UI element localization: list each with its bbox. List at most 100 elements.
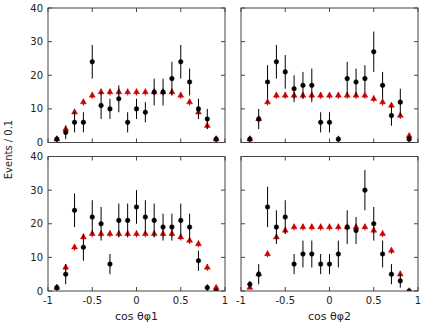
y-tick (241, 41, 245, 42)
y-tick (241, 223, 245, 224)
circle-marker (72, 120, 77, 125)
x-tick-label: 0.5 (366, 295, 382, 306)
x-tick-label: 0.5 (173, 295, 189, 306)
circle-marker (187, 80, 192, 85)
y-tick-label: 10 (30, 103, 43, 114)
circle-marker (345, 225, 350, 230)
circle-marker (363, 188, 368, 193)
triangle-marker (282, 92, 288, 97)
x-tick (92, 139, 93, 143)
circle-marker (371, 221, 376, 226)
panel: -1-0.500.51cos θφ2 (236, 157, 421, 324)
circle-marker (152, 90, 157, 95)
triangle-marker (107, 89, 113, 94)
y-tick (241, 190, 245, 191)
circle-marker (81, 120, 86, 125)
circle-marker (248, 137, 253, 142)
circle-marker (318, 120, 323, 125)
x-tick (373, 139, 374, 143)
x-axis-label: cos θφ1 (115, 310, 158, 323)
y-tick (48, 75, 52, 76)
circle-marker (214, 137, 219, 142)
circle-marker (265, 80, 270, 85)
circle-marker (292, 262, 297, 267)
circle-marker (125, 218, 130, 223)
triangle-marker (134, 230, 140, 235)
circle-marker (327, 262, 332, 267)
triangle-marker (362, 224, 368, 229)
circle-marker (170, 76, 175, 81)
y-tick-right (221, 108, 225, 109)
x-tick (136, 287, 137, 291)
plot-frame (241, 157, 418, 292)
y-tick (241, 257, 245, 258)
circle-marker (292, 86, 297, 91)
marks (54, 190, 219, 291)
x-tick (373, 287, 374, 291)
x-tick-top (136, 157, 137, 161)
triangle-marker (89, 92, 95, 97)
triangle-marker (265, 99, 271, 104)
triangle-marker (388, 247, 394, 252)
circle-marker (380, 83, 385, 88)
circle-marker (90, 60, 95, 65)
x-tick-label: 0 (133, 295, 139, 306)
circle-marker (72, 208, 77, 213)
y-tick (241, 75, 245, 76)
triangle-marker (380, 230, 386, 235)
circle-marker (371, 49, 376, 54)
x-tick (180, 287, 181, 291)
circle-marker (152, 218, 157, 223)
x-axis-label: cos θφ2 (308, 310, 351, 323)
circle-marker (99, 221, 104, 226)
triangle-marker (327, 224, 333, 229)
y-tick-right (221, 257, 225, 258)
triangle-marker (380, 99, 386, 104)
circle-marker (134, 107, 139, 112)
plot-frame (48, 157, 225, 292)
circle-marker (178, 60, 183, 65)
x-tick-top (285, 157, 286, 161)
x-tick (180, 139, 181, 143)
triangle-marker (142, 89, 148, 94)
figure: 010203040Events / 0.1-1-0.500.5101020304… (0, 0, 424, 327)
circle-marker (301, 83, 306, 88)
circle-marker (274, 225, 279, 230)
panel: 010203040 (30, 3, 225, 149)
circle-marker (407, 137, 412, 142)
triangle-marker (187, 99, 193, 104)
y-tick-right (221, 223, 225, 224)
y-tick-label: 40 (30, 3, 43, 14)
circle-marker (327, 120, 332, 125)
panel (241, 8, 418, 143)
triangle-marker (318, 92, 324, 97)
circle-marker (99, 103, 104, 108)
y-tick-label: 10 (30, 252, 43, 263)
circle-marker (354, 228, 359, 233)
y-tick-label: 40 (30, 151, 43, 162)
circle-marker (363, 76, 368, 81)
circle-marker (161, 225, 166, 230)
circle-marker (265, 205, 270, 210)
y-tick (48, 41, 52, 42)
y-tick-right (221, 190, 225, 191)
y-tick-right (414, 108, 418, 109)
circle-marker (125, 120, 130, 125)
triangle-marker (125, 89, 131, 94)
circle-marker (143, 215, 148, 220)
triangle-marker (335, 224, 341, 229)
circle-marker (196, 258, 201, 263)
y-tick-right (414, 41, 418, 42)
circle-marker (63, 272, 68, 277)
triangle-marker (300, 224, 306, 229)
circle-marker (336, 137, 341, 142)
circle-marker (310, 252, 315, 257)
x-tick-label: -1 (43, 295, 53, 306)
x-tick (329, 287, 330, 291)
y-tick (48, 190, 52, 191)
y-tick (48, 223, 52, 224)
circle-marker (117, 96, 122, 101)
circle-marker (55, 137, 60, 142)
x-tick-top (92, 8, 93, 12)
panel: -1-0.500.51010203040cos θφ1 (30, 151, 228, 323)
